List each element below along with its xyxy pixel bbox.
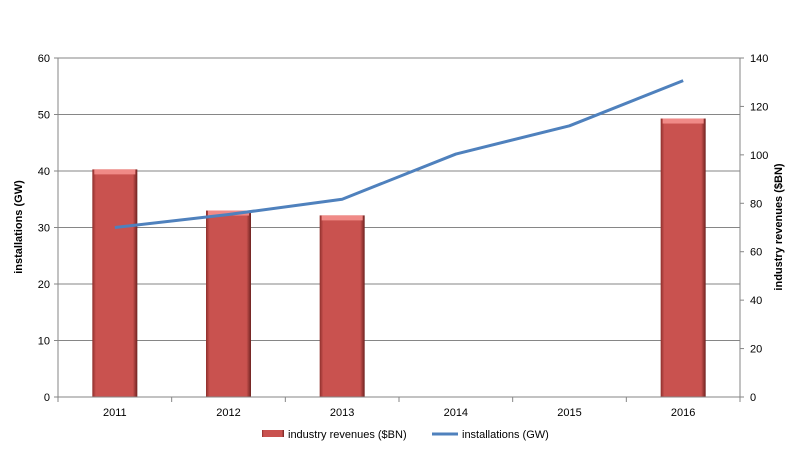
legend-label-revenues: industry revenues ($BN) [288,429,407,441]
x-tick-label: 2015 [557,407,581,419]
y-right-tick-label: 20 [750,344,762,356]
bar-2016 [660,118,706,398]
y-left-tick-label: 0 [44,392,50,404]
y-right-tick-label: 80 [750,198,762,210]
bar-2012 [206,210,251,397]
bar-2013 [319,215,365,397]
y-left-tick-label: 40 [38,166,50,178]
legend-label-installations: installations (GW) [462,429,549,441]
line-series [114,79,684,229]
y-left-tick-label: 50 [38,110,50,122]
y-left-tick-label: 60 [38,53,50,65]
gridlines [58,57,740,341]
installations-line [114,79,684,229]
y-right-tick-label: 140 [750,53,768,65]
bar-highlight [662,118,704,124]
x-tick-label: 2014 [444,407,468,419]
legend-swatch-revenues [262,430,284,437]
y-left-tick-label: 20 [38,279,50,291]
y-right-tick-label: 120 [750,101,768,113]
x-tick-label: 2013 [330,407,354,419]
bar-highlight [94,169,136,175]
y-left-tick-label: 30 [38,223,50,235]
y-left-tick-label: 10 [38,336,50,348]
bar-highlight [321,215,363,221]
bar-2011 [92,169,138,397]
legend: industry revenues ($BN) installations (G… [262,429,549,441]
y-right-tick-label: 40 [750,295,762,307]
y-right-axis-label: industry revenues ($BN) [773,163,785,290]
x-tick-label: 2012 [216,407,240,419]
y-right-tick-label: 100 [750,150,768,162]
axes: 0 10 20 30 40 50 60 0 20 40 60 80 100 120 140 2011 2012 2… [38,53,769,419]
bar-series [92,118,706,398]
x-tick-label: 2011 [103,407,127,419]
y-right-tick-label: 0 [750,392,756,404]
y-left-axis-label: installations (GW) [13,180,25,274]
x-tick-label: 2016 [671,407,695,419]
y-right-tick-label: 60 [750,247,762,259]
